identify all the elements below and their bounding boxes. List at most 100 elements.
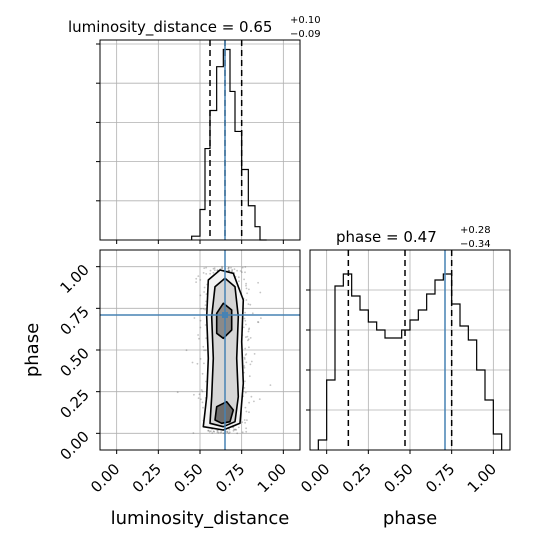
scatter-point: [204, 324, 207, 326]
scatter-point: [195, 281, 198, 283]
scatter-point: [244, 354, 247, 356]
lumdist-hist-panel: luminosity_distance = 0.65 +0.10 −0.09: [68, 15, 321, 244]
scatter-xtick-label: 1.00: [254, 460, 290, 496]
phase-hist-panel: phase = 0.47 +0.28 −0.34 0.00 0.25 0.50 0.7…: [297, 225, 511, 529]
scatter-point: [245, 430, 248, 433]
scatter-point: [204, 308, 207, 311]
scatter-point: [208, 430, 211, 433]
scatter-point: [248, 327, 251, 330]
scatter-xtick-label: 0.25: [129, 460, 165, 496]
scatter-point: [227, 267, 230, 270]
scatter-point: [250, 360, 253, 363]
scatter-point: [209, 269, 212, 272]
scatter-point: [249, 363, 252, 366]
lumdist-title-prefix: luminosity_distance = 0.65: [68, 18, 272, 37]
scatter-point: [232, 429, 235, 432]
scatter-point: [213, 267, 216, 269]
scatter-point: [245, 353, 248, 355]
scatter-point: [191, 361, 194, 364]
scatter-point: [233, 428, 236, 431]
scatter-point: [197, 275, 200, 277]
scatter-point: [245, 287, 248, 290]
scatter-point: [205, 380, 207, 383]
scatter-point: [202, 308, 205, 310]
scatter-xtick-label: 0.50: [170, 460, 206, 496]
scatter-point: [228, 428, 231, 431]
scatter-point: [257, 321, 259, 323]
scatter-point: [243, 365, 246, 367]
scatter-point: [226, 430, 229, 433]
scatter-point: [260, 317, 262, 319]
scatter-point: [199, 358, 202, 360]
scatter-ytick-label: 1.00: [56, 261, 92, 297]
scatter-point: [241, 431, 244, 434]
scatter-point: [212, 271, 215, 274]
scatter-point: [237, 426, 240, 429]
scatter-point: [185, 349, 188, 352]
scatter-point: [243, 356, 246, 359]
scatter-point: [244, 380, 246, 383]
scatter-point: [244, 421, 247, 424]
scatter-point: [211, 432, 214, 434]
scatter-point: [198, 393, 201, 396]
scatter-point: [202, 406, 204, 409]
scatter-point: [244, 391, 247, 394]
scatter-point: [231, 270, 234, 272]
scatter-point: [228, 269, 231, 272]
scatter-point: [258, 398, 261, 400]
scatter-point: [243, 419, 246, 421]
scatter-point: [244, 271, 246, 274]
scatter-point: [193, 393, 195, 396]
phase-hist-xtick-label: 0.75: [422, 460, 458, 496]
scatter-point: [249, 337, 252, 339]
scatter-point: [248, 328, 250, 331]
scatter-point: [219, 431, 222, 434]
scatter-point: [231, 268, 234, 271]
scatter-point: [200, 389, 203, 391]
scatter-contour: [214, 400, 235, 425]
scatter-point: [210, 430, 212, 432]
scatter-point: [203, 286, 206, 289]
scatter-contour: [215, 302, 233, 340]
scatter-point: [203, 362, 205, 365]
scatter-point: [245, 299, 248, 301]
scatter-point: [199, 294, 202, 297]
scatter-point: [203, 291, 206, 293]
scatter-point: [205, 273, 208, 275]
scatter-point: [176, 391, 179, 394]
scatter-point: [253, 353, 256, 355]
scatter-point: [246, 419, 248, 421]
scatter-point: [245, 336, 247, 338]
scatter-point: [199, 326, 202, 329]
scatter-point: [244, 319, 247, 322]
scatter-point: [244, 266, 247, 268]
scatter-point: [238, 280, 240, 283]
scatter-point: [244, 347, 247, 350]
scatter-point: [233, 428, 235, 431]
phase-hist-step: [317, 273, 503, 450]
scatter-point: [227, 267, 230, 269]
scatter-point: [203, 349, 206, 352]
scatter-point: [205, 337, 208, 340]
scatter-point: [248, 411, 250, 414]
scatter-point: [227, 432, 230, 435]
scatter-point: [243, 387, 246, 389]
phase-hist-xtick-label: 1.00: [464, 460, 500, 496]
phase-xlabel: phase: [383, 508, 437, 529]
scatter-point: [204, 349, 207, 352]
scatter-ylabel: phase: [22, 323, 43, 377]
scatter-point: [222, 432, 225, 434]
scatter-point: [243, 366, 246, 369]
scatter-point: [201, 372, 204, 375]
lumdist-title-minus: −0.09: [290, 29, 321, 40]
scatter-point: [227, 269, 230, 272]
scatter-point: [202, 345, 205, 348]
scatter-point: [245, 361, 248, 364]
scatter-point: [212, 430, 215, 433]
scatter-point: [221, 267, 224, 269]
scatter-point: [248, 401, 251, 404]
scatter-point: [249, 303, 252, 306]
scatter-point: [245, 427, 248, 430]
scatter-point: [204, 304, 207, 306]
